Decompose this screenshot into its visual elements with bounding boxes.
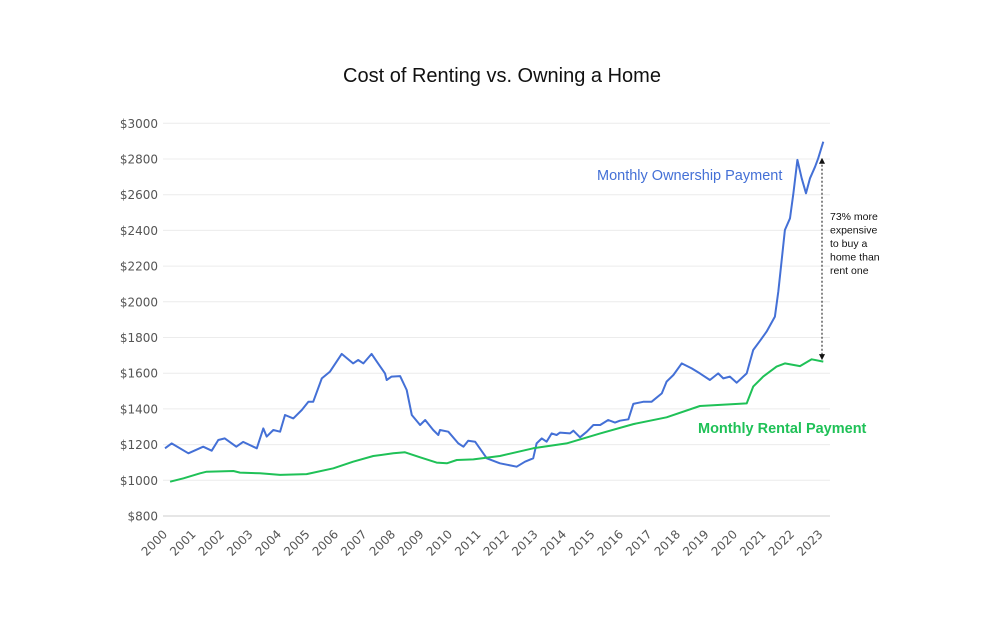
series-lines [164, 141, 825, 483]
x-tick-label: 2011 [452, 527, 483, 558]
x-tick-label: 2019 [680, 527, 711, 558]
y-tick-label: $2000 [120, 295, 158, 309]
x-tick-label: 2018 [652, 527, 683, 558]
y-tick-label: $2400 [120, 224, 158, 238]
x-tick-label: 2020 [709, 527, 740, 558]
gridlines [163, 122, 830, 517]
y-tick-label: $3000 [120, 117, 158, 131]
rental-payment-line [169, 358, 824, 483]
y-tick-label: $2800 [120, 153, 158, 167]
chart-title: Cost of Renting vs. Owning a Home [343, 65, 661, 87]
y-tick-label: $1600 [120, 367, 158, 381]
y-tick-label: $800 [127, 510, 158, 524]
y-tick-label: $1800 [120, 331, 158, 345]
x-tick-label: 2008 [367, 527, 398, 558]
annotation-line: 73% more [830, 211, 878, 223]
x-tick-label: 2014 [538, 527, 569, 558]
annotation-line: rent one [830, 265, 869, 277]
x-tick-label: 2015 [566, 527, 597, 558]
y-tick-label: $2600 [120, 188, 158, 202]
x-tick-label: 2000 [139, 527, 170, 558]
x-tick-label: 2003 [224, 527, 255, 558]
rental-series-label: Monthly Rental Payment [698, 421, 867, 437]
x-tick-label: 2005 [281, 527, 312, 558]
x-tick-label: 2007 [338, 527, 369, 558]
x-tick-label: 2022 [766, 527, 797, 558]
x-tick-label: 2001 [167, 527, 198, 558]
x-tick-label: 2010 [424, 527, 455, 558]
x-tick-label: 2016 [595, 527, 626, 558]
x-tick-label: 2017 [623, 527, 654, 558]
y-tick-label: $2200 [120, 260, 158, 274]
x-axis-ticks: 2000200120022003200420052006200720082009… [139, 527, 826, 558]
x-tick-label: 2006 [310, 527, 341, 558]
ownership-series-label: Monthly Ownership Payment [597, 168, 782, 184]
x-tick-label: 2021 [737, 527, 768, 558]
x-tick-label: 2023 [794, 527, 825, 558]
ownership-payment-line [164, 141, 825, 468]
y-tick-label: $1000 [120, 474, 158, 488]
x-tick-label: 2013 [509, 527, 540, 558]
x-tick-label: 2002 [196, 527, 227, 558]
y-axis-ticks: $800 $1000 $1200 $1400 $1600 $1800 $2000 $2200 $… [120, 117, 158, 524]
x-tick-label: 2004 [253, 527, 284, 558]
annotation-line: expensive [830, 225, 877, 237]
annotation-line: to buy a [830, 238, 868, 250]
y-tick-label: $1400 [120, 402, 158, 416]
x-tick-label: 2012 [481, 527, 512, 558]
y-tick-label: $1200 [120, 438, 158, 452]
annotation-line: home than [830, 252, 880, 264]
gap-annotation: 73% more expensive to buy a home than rent o… [819, 157, 880, 361]
x-tick-label: 2009 [395, 527, 426, 558]
